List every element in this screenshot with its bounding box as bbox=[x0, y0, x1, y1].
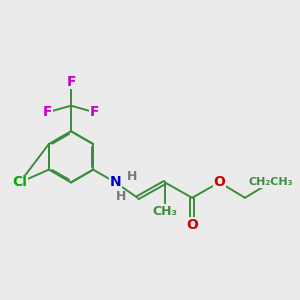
Text: CH₃: CH₃ bbox=[152, 205, 177, 218]
Text: O: O bbox=[186, 218, 198, 232]
Text: Cl: Cl bbox=[12, 176, 27, 189]
Text: H: H bbox=[127, 170, 138, 183]
Text: O: O bbox=[214, 176, 225, 189]
Text: F: F bbox=[42, 106, 52, 119]
Text: N: N bbox=[110, 176, 121, 189]
Text: H: H bbox=[116, 190, 127, 202]
Text: F: F bbox=[90, 106, 100, 119]
Text: CH₂CH₃: CH₂CH₃ bbox=[248, 177, 293, 188]
Text: F: F bbox=[66, 75, 76, 89]
